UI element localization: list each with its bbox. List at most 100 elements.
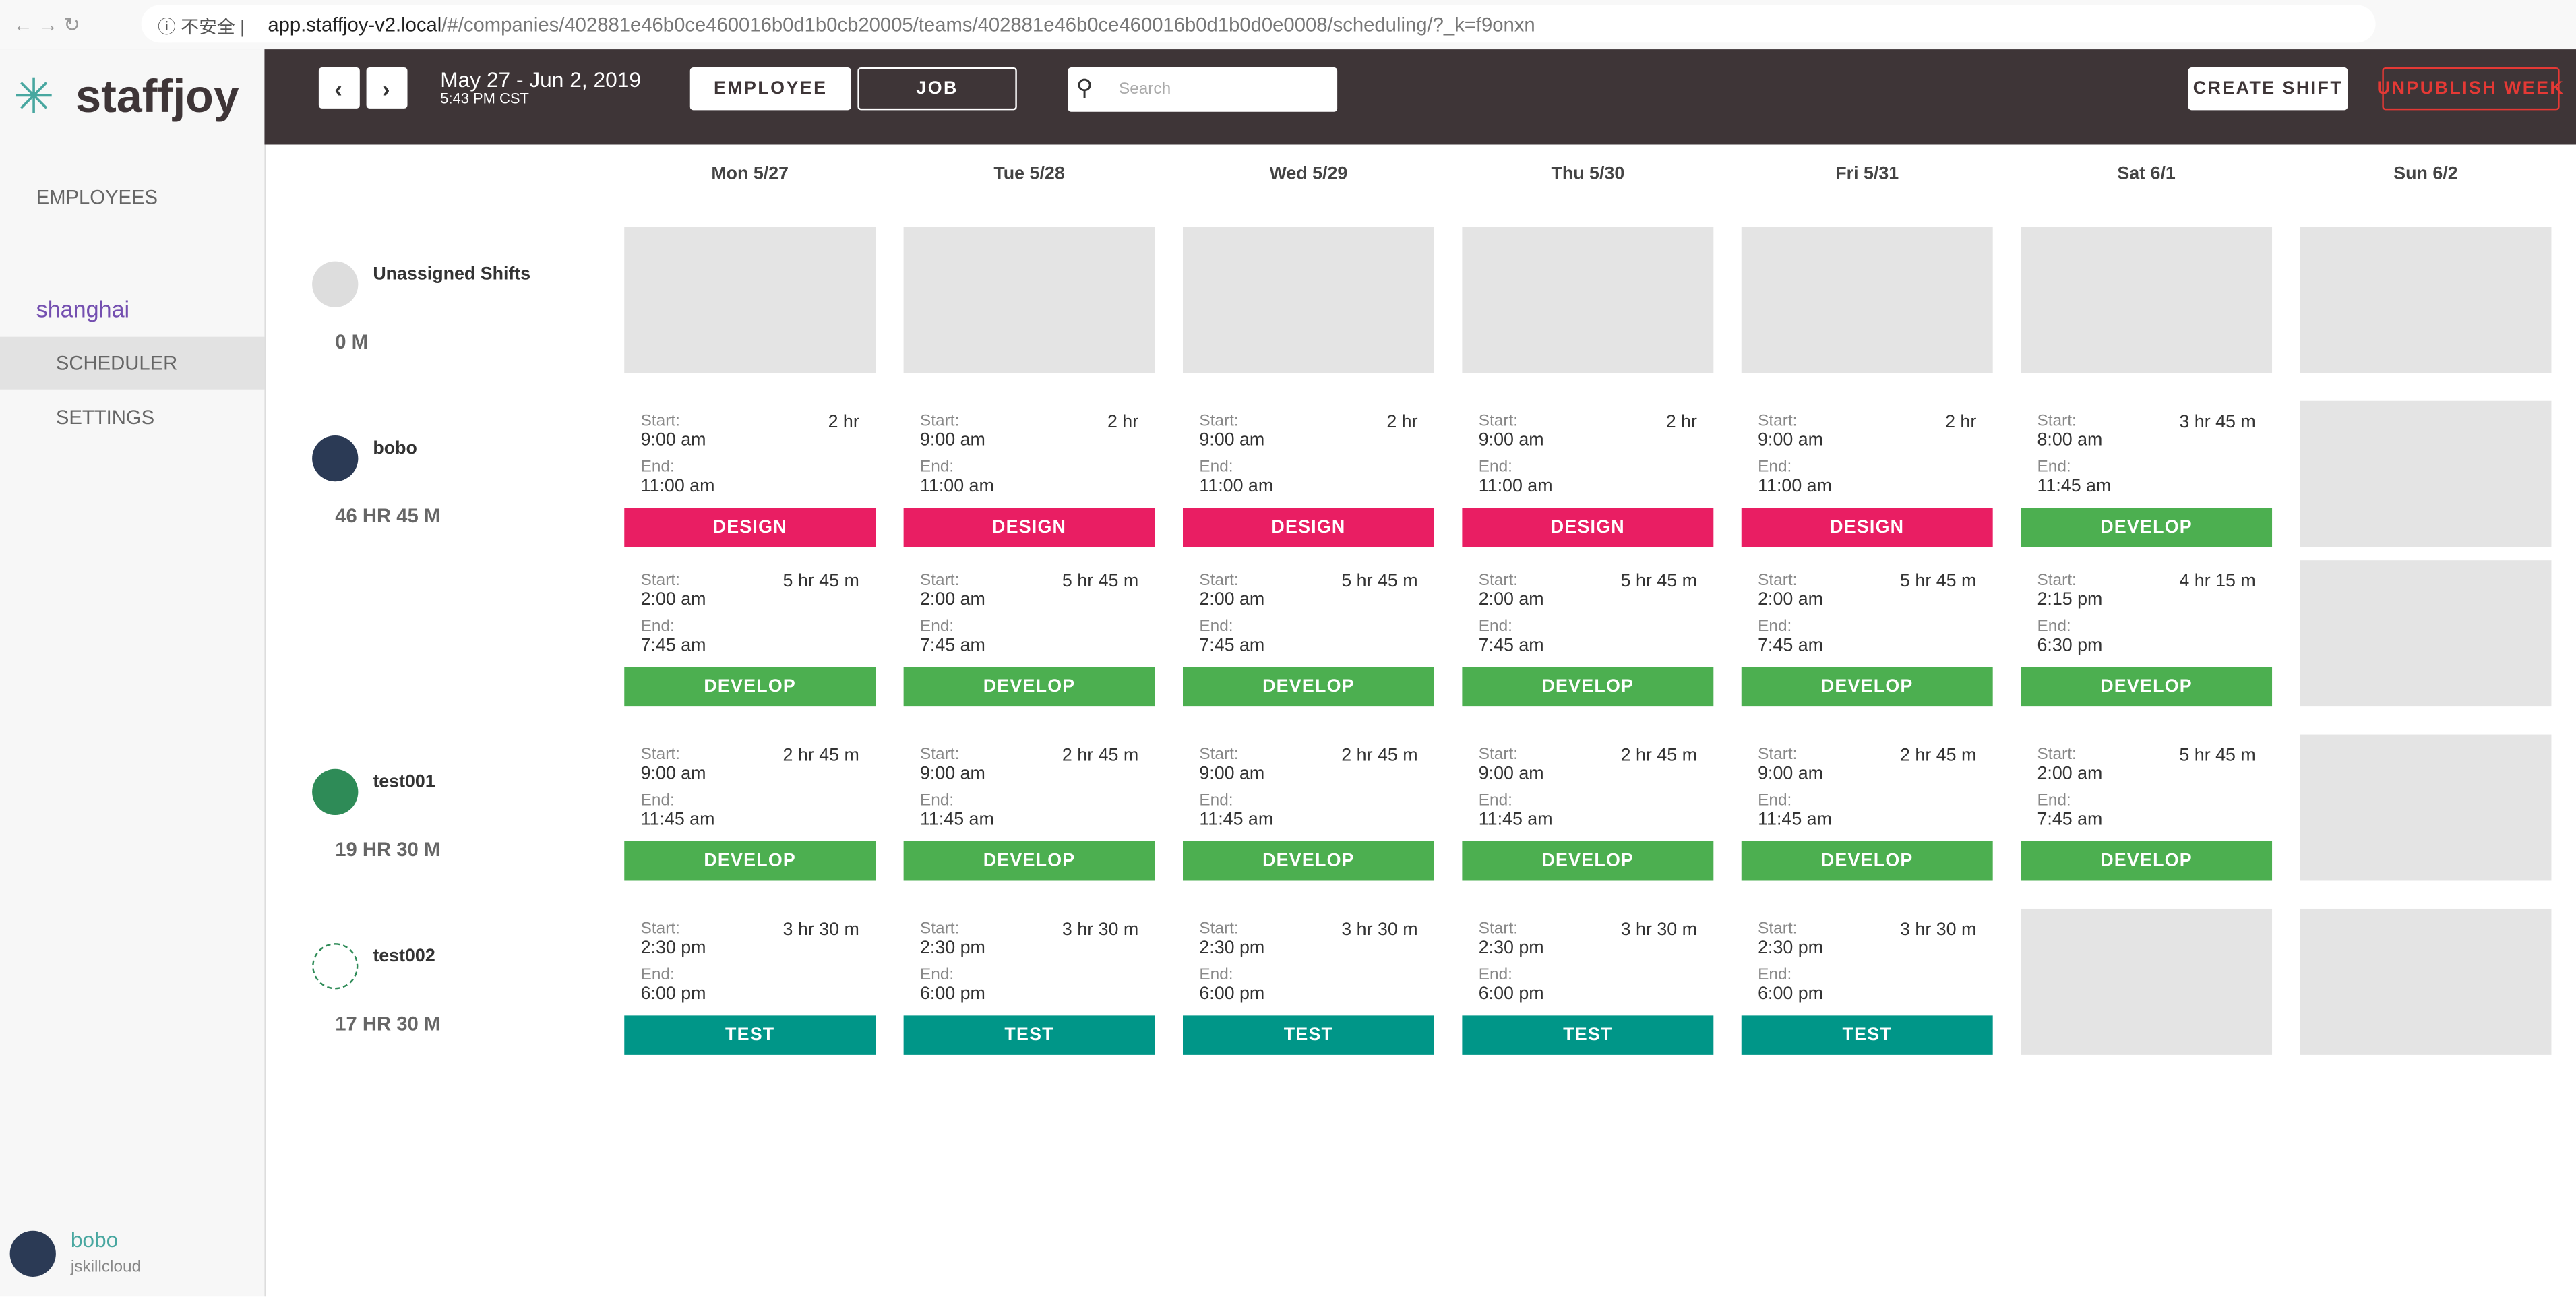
shift-card[interactable]: Start: 9:00 am 2 hr End: 11:00 am DESIGN bbox=[1741, 400, 1993, 547]
start-time: 9:00 am bbox=[1758, 764, 1824, 784]
shift-card[interactable]: Start: 2:30 pm 3 hr 30 m End: 6:00 pm TEST bbox=[624, 908, 876, 1055]
empty-cell[interactable] bbox=[624, 227, 876, 373]
empty-cell[interactable] bbox=[2300, 560, 2552, 707]
shift-card[interactable]: Start: 9:00 am 2 hr End: 11:00 am DESIGN bbox=[1183, 400, 1434, 547]
empty-cell[interactable] bbox=[1183, 227, 1434, 373]
active-nav-bg bbox=[0, 336, 265, 390]
employee-name[interactable]: test002 bbox=[373, 946, 435, 967]
shift-card[interactable]: Start: 2:00 am 5 hr 45 m End: 7:45 am DEVELOP bbox=[624, 560, 876, 707]
duration: 5 hr 45 m bbox=[1900, 572, 1977, 592]
employee-avatar[interactable] bbox=[312, 261, 359, 307]
shift-card[interactable]: Start: 9:00 am 2 hr 45 m End: 11:45 am DEVELO… bbox=[903, 734, 1155, 881]
shift-card[interactable]: Start: 2:00 am 5 hr 45 m End: 7:45 am DEVELOP bbox=[1741, 560, 1993, 707]
shift-card[interactable]: Start: 9:00 am 2 hr End: 11:00 am DESIGN bbox=[624, 400, 876, 547]
unpublish-button[interactable]: UNPUBLISH WEEK bbox=[2377, 67, 2563, 111]
job-label: DEVELOP bbox=[624, 841, 876, 881]
start-time: 9:00 am bbox=[640, 764, 706, 784]
team-name[interactable]: shanghai bbox=[36, 295, 130, 322]
employee-name[interactable]: test001 bbox=[373, 772, 435, 792]
shift-card[interactable]: Start: 2:30 pm 3 hr 30 m End: 6:00 pm TEST bbox=[1741, 908, 1993, 1055]
end-label: End: bbox=[920, 458, 954, 477]
end-time: 11:00 am bbox=[1478, 476, 1553, 497]
day-header: Tue 5/28 bbox=[993, 164, 1065, 184]
start-label: Start: bbox=[920, 412, 960, 431]
end-label: End: bbox=[920, 791, 954, 810]
shift-card[interactable]: Start: 2:15 pm 4 hr 15 m End: 6:30 pm DEVELOP bbox=[2021, 560, 2273, 707]
employee-name[interactable]: bobo bbox=[373, 438, 417, 459]
end-time: 7:45 am bbox=[1478, 636, 1544, 656]
shift-card[interactable]: Start: 2:30 pm 3 hr 30 m End: 6:00 pm TEST bbox=[1462, 908, 1714, 1055]
employee-avatar[interactable] bbox=[312, 768, 359, 815]
shift-card[interactable]: Start: 9:00 am 2 hr 45 m End: 11:45 am DEVELO… bbox=[624, 734, 876, 881]
end-time: 6:00 pm bbox=[640, 984, 706, 1004]
shift-card[interactable]: Start: 9:00 am 2 hr End: 11:00 am DESIGN bbox=[1462, 400, 1714, 547]
job-label: DEVELOP bbox=[1741, 667, 1993, 707]
start-time: 8:00 am bbox=[2037, 430, 2103, 450]
duration: 3 hr 30 m bbox=[1062, 920, 1139, 940]
logo[interactable]: staffjoy bbox=[75, 70, 239, 122]
empty-cell[interactable] bbox=[2300, 908, 2552, 1055]
topbar: ‹ › May 27 - Jun 2, 2019 5:43 PM CST EMP… bbox=[264, 49, 2576, 145]
shift-card[interactable]: Start: 2:30 pm 3 hr 30 m End: 6:00 pm TEST bbox=[903, 908, 1155, 1055]
duration: 2 hr bbox=[1107, 412, 1139, 433]
empty-cell[interactable] bbox=[2300, 400, 2552, 547]
user-avatar[interactable] bbox=[9, 1230, 56, 1277]
shift-card[interactable]: Start: 2:00 am 5 hr 45 m End: 7:45 am DEVELOP bbox=[1183, 560, 1434, 707]
nav-item[interactable]: SCHEDULER bbox=[55, 351, 178, 375]
day-header: Fri 5/31 bbox=[1835, 164, 1899, 184]
create-shift-button[interactable]: CREATE SHIFT bbox=[2188, 67, 2348, 111]
shift-card[interactable]: Start: 2:30 pm 3 hr 30 m End: 6:00 pm TEST bbox=[1183, 908, 1434, 1055]
nav-item[interactable]: EMPLOYEES bbox=[36, 185, 158, 209]
nav-item[interactable]: SETTINGS bbox=[55, 406, 155, 429]
view-toggle[interactable]: JOB bbox=[857, 67, 1017, 111]
shift-card[interactable]: Start: 9:00 am 2 hr 45 m End: 11:45 am DEVELO… bbox=[1462, 734, 1714, 881]
start-label: Start: bbox=[1758, 412, 1798, 431]
duration: 2 hr 45 m bbox=[783, 746, 859, 766]
end-label: End: bbox=[1478, 617, 1512, 636]
shift-card[interactable]: Start: 8:00 am 3 hr 45 m End: 11:45 am DEVELO… bbox=[2021, 400, 2273, 547]
prev-week[interactable]: ‹ bbox=[318, 67, 360, 109]
start-label: Start: bbox=[920, 920, 960, 938]
shift-card[interactable]: Start: 9:00 am 2 hr End: 11:00 am DESIGN bbox=[903, 400, 1155, 547]
shift-card[interactable]: Start: 9:00 am 2 hr 45 m End: 11:45 am DEVELO… bbox=[1741, 734, 1993, 881]
empty-cell[interactable] bbox=[2021, 908, 2273, 1055]
empty-cell[interactable] bbox=[2300, 734, 2552, 881]
view-toggle[interactable]: EMPLOYEE bbox=[689, 67, 851, 111]
end-time: 6:30 pm bbox=[2037, 636, 2103, 656]
empty-cell[interactable] bbox=[1741, 227, 1993, 373]
duration: 3 hr 30 m bbox=[1620, 920, 1697, 940]
search-box[interactable]: ⚲ Search bbox=[1068, 67, 1338, 112]
job-label: DEVELOP bbox=[903, 667, 1155, 707]
start-time: 9:00 am bbox=[920, 764, 985, 784]
duration: 5 hr 45 m bbox=[1341, 572, 1418, 592]
employee-avatar[interactable] bbox=[312, 435, 359, 482]
end-time: 11:45 am bbox=[2037, 476, 2112, 497]
job-label: DESIGN bbox=[1183, 508, 1434, 547]
shift-card[interactable]: Start: 2:00 am 5 hr 45 m End: 7:45 am DEVELOP bbox=[903, 560, 1155, 707]
start-time: 9:00 am bbox=[1478, 430, 1544, 450]
shift-card[interactable]: Start: 9:00 am 2 hr 45 m End: 11:45 am DEVELO… bbox=[1183, 734, 1434, 881]
end-label: End: bbox=[640, 458, 675, 477]
end-time: 11:00 am bbox=[920, 476, 994, 497]
empty-cell[interactable] bbox=[2300, 227, 2552, 373]
address-bar[interactable] bbox=[141, 5, 2376, 43]
start-time: 9:00 am bbox=[920, 430, 985, 450]
url: app.staffjoy-v2.local/#/companies/402881… bbox=[268, 13, 1535, 36]
empty-cell[interactable] bbox=[903, 227, 1155, 373]
job-label: DESIGN bbox=[903, 508, 1155, 547]
end-label: End: bbox=[2037, 458, 2071, 477]
next-week[interactable]: › bbox=[366, 67, 408, 109]
date-range: May 27 - Jun 2, 2019 bbox=[440, 67, 641, 92]
user-name[interactable]: bobo bbox=[70, 1227, 119, 1253]
employee-name[interactable]: Unassigned Shifts bbox=[373, 264, 531, 284]
employee-avatar[interactable] bbox=[312, 943, 359, 990]
empty-cell[interactable] bbox=[2021, 227, 2273, 373]
start-label: Start: bbox=[1758, 920, 1798, 938]
shift-card[interactable]: Start: 2:00 am 5 hr 45 m End: 7:45 am DEVELOP bbox=[2021, 734, 2273, 881]
nav-icons[interactable]: ← → ↻ bbox=[13, 13, 80, 36]
empty-cell[interactable] bbox=[1462, 227, 1714, 373]
job-label: DEVELOP bbox=[1462, 841, 1714, 881]
shift-card[interactable]: Start: 2:00 am 5 hr 45 m End: 7:45 am DEVELOP bbox=[1462, 560, 1714, 707]
day-header: Mon 5/27 bbox=[711, 164, 789, 184]
